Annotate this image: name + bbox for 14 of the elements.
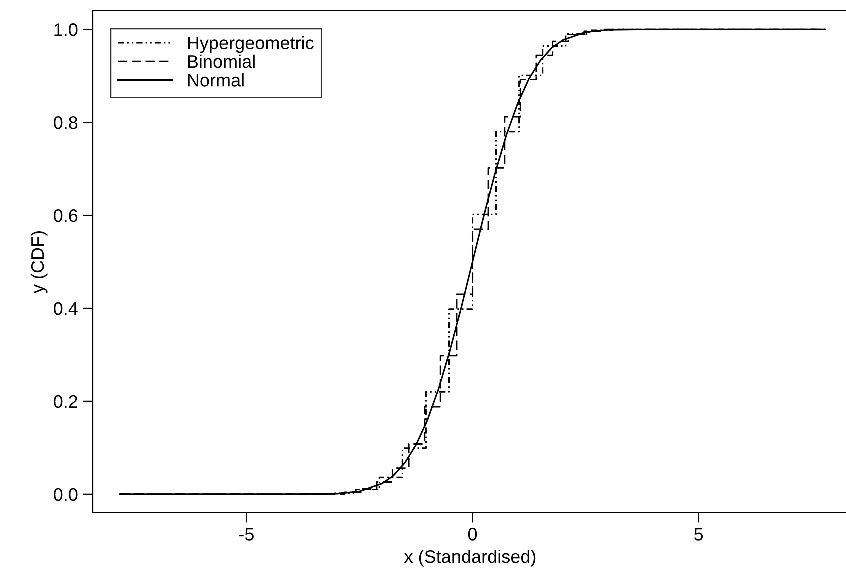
x-tick-label: -5 <box>239 528 254 541</box>
legend-label: Binomial <box>188 54 255 68</box>
legend-label: Hypergeometric <box>188 36 314 54</box>
y-tick-label: 0.6 <box>54 209 78 222</box>
y-tick-label: 0.2 <box>54 395 78 408</box>
y-tick-label: 0.0 <box>54 488 78 502</box>
y-tick-label: 1.0 <box>54 24 78 36</box>
x-tick-label: 5 <box>694 528 704 541</box>
x-tick-label: 0 <box>468 528 478 541</box>
x-axis-title: x (Standardised) <box>404 550 536 567</box>
legend-label: Normal <box>188 74 244 87</box>
y-tick-label: 0.8 <box>54 116 78 130</box>
y-axis-title: y (CDF) <box>30 232 48 294</box>
y-tick-label: 0.4 <box>54 302 78 316</box>
